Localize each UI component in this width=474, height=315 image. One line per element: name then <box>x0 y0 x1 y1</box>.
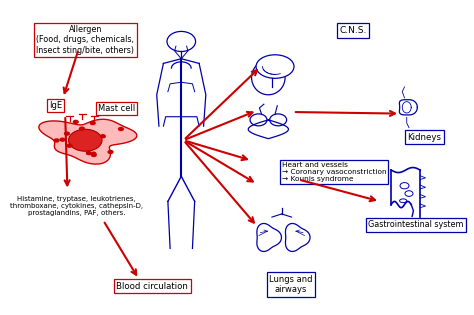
Circle shape <box>54 138 60 143</box>
Circle shape <box>100 134 106 138</box>
Text: C.N.S.: C.N.S. <box>339 26 367 35</box>
Circle shape <box>59 137 65 142</box>
Ellipse shape <box>256 55 294 78</box>
Circle shape <box>91 153 97 157</box>
Text: Heart and vessels
→ Coronary vasoconstriction
→ Kounis syndrome: Heart and vessels → Coronary vasoconstri… <box>282 162 386 182</box>
Text: IgE: IgE <box>49 101 62 110</box>
Polygon shape <box>257 223 282 251</box>
Text: Blood circulation: Blood circulation <box>116 282 188 290</box>
Polygon shape <box>39 119 137 164</box>
Text: Gastrointestinal system: Gastrointestinal system <box>368 220 464 229</box>
Circle shape <box>86 151 92 155</box>
Text: Histamine, tryptase, leukotrienes,
thromboxane, cytokines, cathepsin-D,
prostagl: Histamine, tryptase, leukotrienes, throm… <box>10 196 143 216</box>
Polygon shape <box>285 223 310 251</box>
Circle shape <box>73 120 79 124</box>
Circle shape <box>64 131 70 136</box>
Text: Allergen
(Food, drugs, chemicals,
Insect sting/bite, others): Allergen (Food, drugs, chemicals, Insect… <box>36 25 134 55</box>
Ellipse shape <box>69 129 102 151</box>
Circle shape <box>79 126 85 131</box>
Text: Mast cell: Mast cell <box>98 104 135 113</box>
Text: Kidneys: Kidneys <box>408 133 442 142</box>
Circle shape <box>90 121 96 125</box>
Text: Lungs and
airways: Lungs and airways <box>269 275 312 294</box>
Circle shape <box>108 150 114 154</box>
Circle shape <box>91 152 97 156</box>
Circle shape <box>66 144 73 148</box>
Circle shape <box>118 127 124 131</box>
